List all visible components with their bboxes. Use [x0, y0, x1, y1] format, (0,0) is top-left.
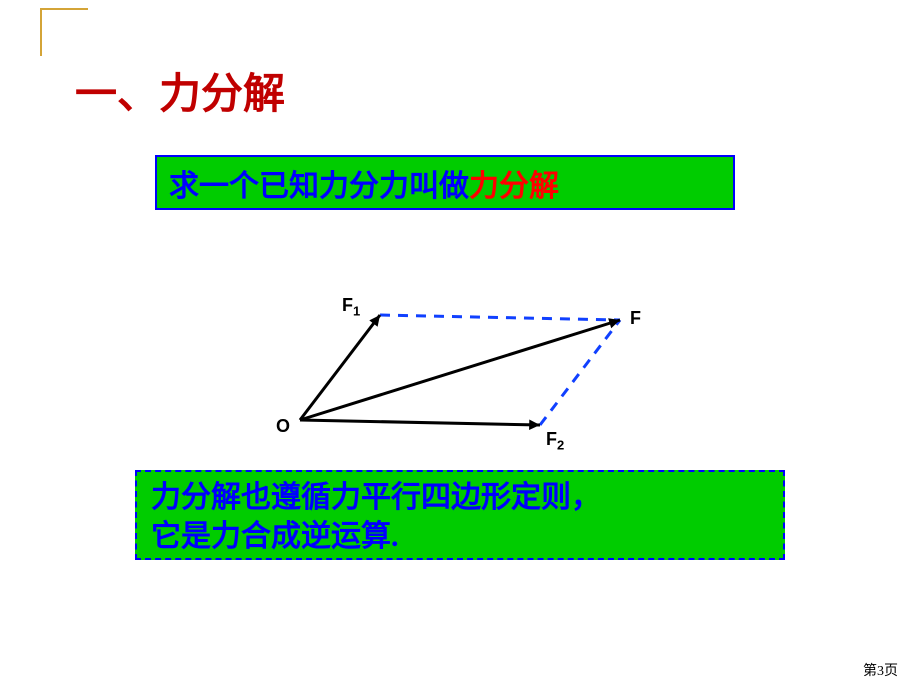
corner-decoration	[40, 8, 88, 56]
conclusion-line2: 它是力合成逆运算.	[151, 517, 769, 556]
vertex-label-O: O	[276, 416, 290, 437]
conclusion-box: 力分解也遵循力平行四边形定则， 它是力合成逆运算.	[135, 470, 785, 560]
vertex-label-F1: F1	[342, 295, 360, 319]
vertex-label-F2: F2	[546, 429, 564, 453]
diagram-svg	[250, 270, 670, 450]
definition-highlight: 力分解	[469, 161, 559, 205]
force-parallelogram-diagram: O F1 F F2	[250, 270, 670, 450]
vertex-label-F: F	[630, 308, 641, 329]
definition-prefix: 求一个已知力分力叫做	[169, 161, 469, 205]
title-text: 一、力分解	[75, 72, 285, 118]
definition-box: 求一个已知力分力叫做 力分解	[155, 155, 735, 210]
conclusion-line1: 力分解也遵循力平行四边形定则，	[151, 478, 769, 517]
page-number: 第3页	[863, 660, 898, 680]
section-title: 一、力分解	[75, 60, 285, 121]
